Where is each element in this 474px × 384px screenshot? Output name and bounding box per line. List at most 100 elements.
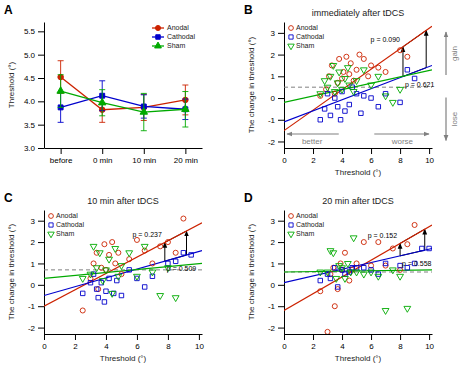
- tick-mark: [313, 148, 314, 154]
- point: [368, 270, 375, 276]
- point: [405, 68, 409, 72]
- panel: before0 min10 min20 min3.03.54.04.55.05.…: [4, 3, 203, 165]
- point: [376, 104, 380, 108]
- point: [107, 252, 112, 257]
- y-axis-title: Threshold (°): [7, 62, 16, 109]
- point: [343, 272, 347, 276]
- point: [327, 74, 334, 80]
- point: [318, 118, 322, 122]
- tick-label: -2: [268, 138, 276, 147]
- point: [382, 309, 389, 315]
- panel-label: C: [4, 191, 13, 205]
- point: [360, 272, 367, 278]
- tick-mark: [371, 148, 372, 154]
- point: [342, 77, 349, 83]
- panel-label: D: [244, 191, 253, 205]
- plot-area: [57, 61, 189, 131]
- tick-label: 5.5: [24, 27, 36, 36]
- axis-line: [45, 148, 203, 149]
- error-bar-cap: [182, 85, 188, 86]
- tick-mark: [199, 334, 200, 340]
- point: [336, 70, 343, 76]
- tick-mark: [144, 148, 145, 154]
- tick: 8: [398, 334, 403, 351]
- tick-mark: [278, 263, 284, 264]
- regression-line: [284, 225, 432, 311]
- x-axis: before0 min10 min20 min: [45, 148, 203, 165]
- annotations: Dp = 0.152p = 0.558: [244, 191, 432, 268]
- point: [99, 279, 106, 285]
- tick: 6: [369, 334, 374, 351]
- tick: 1: [31, 260, 44, 269]
- error-bar: [141, 93, 147, 130]
- point: [420, 246, 424, 250]
- tick-mark: [102, 148, 103, 154]
- point: [317, 270, 324, 276]
- tick-mark: [44, 334, 45, 340]
- point: [333, 276, 340, 282]
- series-line: [61, 77, 186, 110]
- direction-arrow: [445, 98, 446, 141]
- tick: 2: [271, 51, 284, 60]
- tick-mark: [371, 334, 372, 340]
- point: [106, 257, 113, 263]
- tick: 0: [271, 281, 284, 290]
- tick-mark: [278, 76, 284, 77]
- y-axis: -2-10123: [268, 23, 285, 149]
- point: [158, 244, 163, 249]
- point: [165, 240, 170, 245]
- legend-item: Cathodal: [152, 33, 195, 40]
- legend-item: Anodal: [152, 24, 189, 31]
- tick-label: 2: [311, 156, 316, 165]
- tick-label: 2: [271, 51, 276, 60]
- point: [324, 85, 331, 91]
- point: [339, 87, 346, 93]
- tick-label: 2: [31, 238, 36, 247]
- legend-symbol: [289, 35, 293, 39]
- tick-mark: [38, 101, 44, 102]
- point: [360, 68, 367, 74]
- point: [353, 79, 360, 85]
- point: [362, 265, 366, 269]
- point: [102, 242, 107, 247]
- series: [318, 246, 431, 289]
- tick-mark: [137, 334, 138, 340]
- legend-symbol: [49, 214, 54, 219]
- panel-label: A: [4, 3, 13, 17]
- point: [398, 48, 403, 53]
- point: [325, 91, 329, 95]
- error-bar-cap: [99, 122, 105, 123]
- point: [366, 74, 371, 79]
- panel: 0246810-2-1012320 min after tDCSThreshol…: [244, 191, 435, 363]
- point: [338, 118, 342, 122]
- point: [96, 295, 100, 299]
- legend-label: Anodal: [56, 212, 78, 219]
- point: [181, 251, 185, 255]
- x-axis: 0246810: [282, 148, 434, 165]
- tick: 0 min: [93, 148, 113, 165]
- error-bar-cap: [99, 89, 105, 90]
- tick-label: 2: [271, 238, 276, 247]
- legend-symbol: [155, 42, 162, 48]
- legend-label: Sham: [56, 230, 74, 237]
- legend-item: Anodal: [289, 24, 319, 31]
- tick-label: -1: [268, 116, 276, 125]
- tick-mark: [278, 98, 284, 99]
- point: [127, 268, 131, 272]
- panel: 0246810-2-10123immediately after tDCSThr…: [244, 3, 459, 177]
- point: [404, 306, 411, 312]
- legend-symbol: [156, 35, 160, 39]
- tick: 2: [311, 148, 316, 165]
- point: [118, 264, 125, 270]
- error-bar-cap: [141, 93, 147, 94]
- legend-symbol: [289, 223, 293, 227]
- x-axis: 0246810: [42, 334, 204, 351]
- tick-label: 2: [311, 342, 316, 351]
- tick-mark: [168, 334, 169, 340]
- series: [317, 63, 404, 106]
- y-axis: -2-10123: [28, 211, 45, 335]
- tick-label: 10: [425, 156, 434, 165]
- point: [103, 268, 110, 274]
- point: [181, 216, 186, 221]
- point: [342, 250, 347, 255]
